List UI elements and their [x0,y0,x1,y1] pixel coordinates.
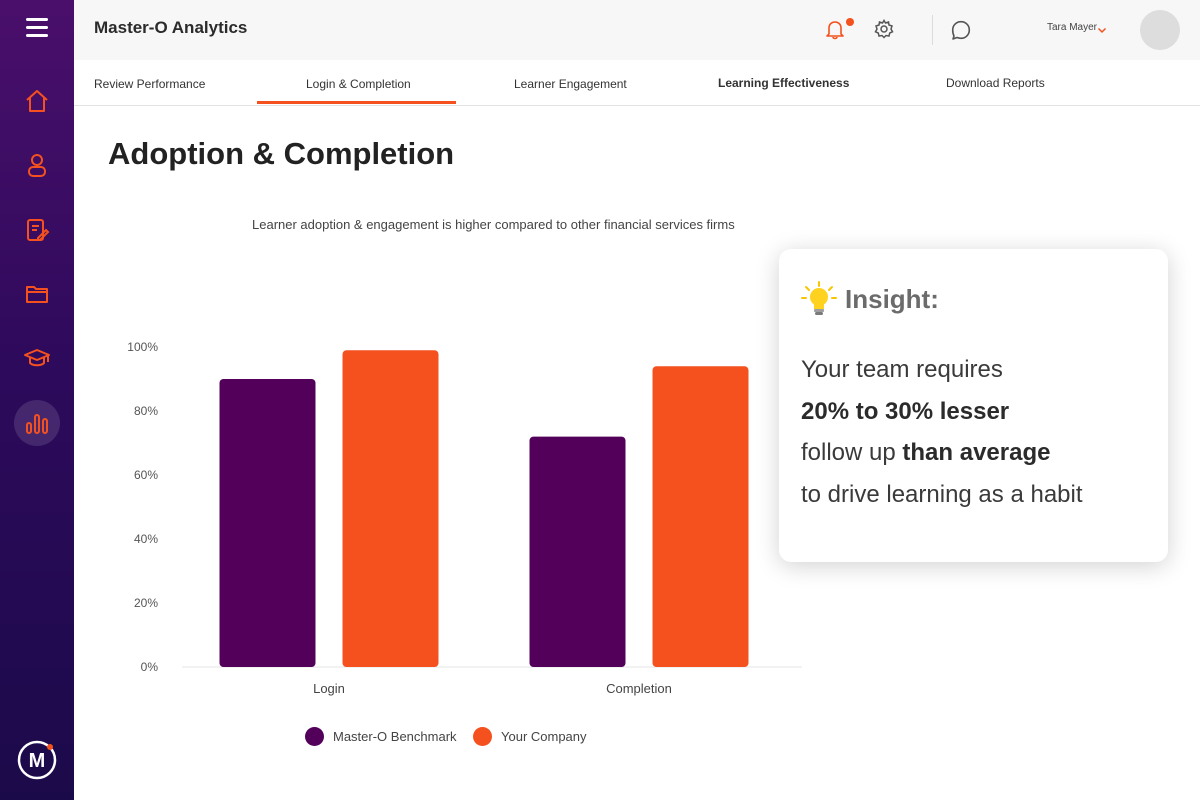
x-tick-label: Login [313,681,345,696]
legend-label-company: Your Company [501,729,587,744]
folder-icon[interactable] [14,271,60,317]
y-tick-label: 0% [141,660,159,674]
app-title: Master-O Analytics [94,18,248,37]
legend-label-benchmark: Master-O Benchmark [333,729,457,744]
y-tick-label: 20% [134,596,158,610]
bar-benchmark-completion [529,436,626,667]
legend-item-company: Your Company [473,727,587,746]
edit-document-icon[interactable] [14,207,60,253]
y-tick-label: 100% [127,340,158,354]
active-tab-indicator [257,101,456,104]
tab-review-performance[interactable]: Review Performance [94,77,206,91]
insight-line: follow up [801,439,903,466]
insight-title: Insight: [845,283,939,314]
svg-text:M: M [29,750,46,772]
master-o-logo: M [17,740,57,780]
insight-highlight: 20% to 30% lesser [801,397,1010,425]
chart-title: Learner adoption & engagement is higher … [252,217,735,232]
divider [932,15,933,45]
bar-benchmark-login [219,379,316,667]
user-name[interactable]: Tara Mayer [1047,22,1098,33]
home-icon[interactable] [14,78,60,124]
insight-header: Insight: [801,281,939,317]
lightbulb-icon [801,281,837,315]
user-icon[interactable] [14,142,60,188]
tab-learning-effectiveness[interactable]: Learning Effectiveness [718,76,850,90]
y-tick-label: 60% [134,468,158,482]
tab-learner-engagement[interactable]: Learner Engagement [514,77,627,91]
notification-dot [846,18,854,26]
legend-swatch-benchmark [305,727,324,746]
insight-highlight: than average [902,439,1051,466]
y-tick-label: 40% [134,532,158,546]
top-bar: Master-O Analytics Tara Mayer [74,0,1200,60]
analytics-icon[interactable] [14,400,60,446]
legend-swatch-company [473,727,492,746]
sidebar: M [0,0,74,800]
gear-icon[interactable] [874,19,894,44]
legend-item-benchmark: Master-O Benchmark [305,727,457,746]
bar-chart: 0% 20% 40% 60% 80% 100% Login Completion [127,340,802,696]
insight-text: Your team requires 20% to 30% lesser fol… [801,349,1083,515]
menu-icon[interactable] [26,18,48,40]
avatar[interactable] [1140,10,1180,50]
bar-company-login [342,350,439,667]
chat-icon[interactable] [950,19,972,46]
tab-download-reports[interactable]: Download Reports [946,76,1045,90]
bar-company-completion [652,366,749,667]
notification-bell-icon[interactable] [824,18,846,45]
x-tick-label: Completion [606,681,672,696]
page-title: Adoption & Completion [108,136,455,171]
tab-login-completion[interactable]: Login & Completion [306,77,411,91]
insight-line: to drive learning as a habit [801,480,1083,508]
tab-bar: Review Performance Login & Completion Le… [74,60,1200,106]
chevron-down-icon[interactable] [1097,22,1107,40]
insight-line: Your team requires [801,356,1003,383]
y-tick-label: 80% [134,404,158,418]
graduation-cap-icon[interactable] [14,336,60,382]
insight-card: Insight: Your team requires 20% to 30% l… [779,249,1168,562]
